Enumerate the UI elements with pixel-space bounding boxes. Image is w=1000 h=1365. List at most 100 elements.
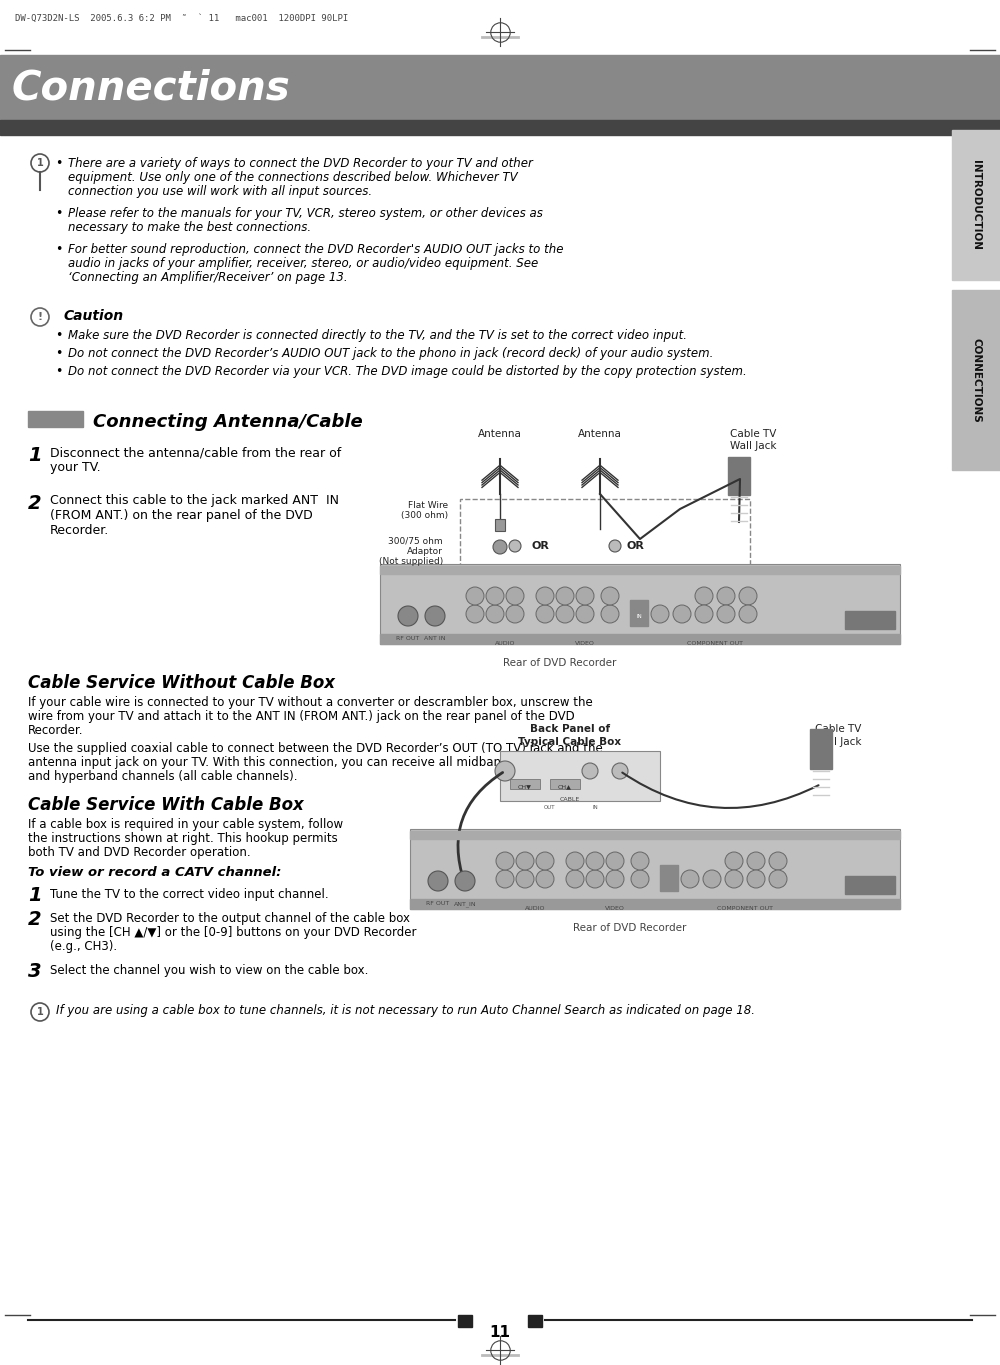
Circle shape xyxy=(466,605,484,622)
Circle shape xyxy=(725,870,743,889)
Circle shape xyxy=(769,870,787,889)
Text: Typical Cable Box: Typical Cable Box xyxy=(518,737,622,747)
Bar xyxy=(810,729,832,768)
Text: CABLE: CABLE xyxy=(560,797,580,803)
Circle shape xyxy=(606,852,624,870)
Text: Cable Service With Cable Box: Cable Service With Cable Box xyxy=(28,796,304,814)
Text: Antenna: Antenna xyxy=(478,429,522,440)
Bar xyxy=(0,120,1000,135)
Circle shape xyxy=(556,587,574,605)
Text: Do not connect the DVD Recorder’s AUDIO OUT jack to the phono in jack (record de: Do not connect the DVD Recorder’s AUDIO … xyxy=(68,347,713,360)
Text: RF OUT: RF OUT xyxy=(426,901,450,906)
Text: DW-Q73D2N-LS  2005.6.3 6:2 PM  ˜  ` 11   mac001  1200DPI 90LPI: DW-Q73D2N-LS 2005.6.3 6:2 PM ˜ ` 11 mac0… xyxy=(15,14,348,23)
Text: connection you use will work with all input sources.: connection you use will work with all in… xyxy=(68,186,372,198)
Circle shape xyxy=(576,605,594,622)
Bar xyxy=(952,289,1000,470)
Circle shape xyxy=(495,762,515,781)
Text: Flat Wire: Flat Wire xyxy=(408,501,448,511)
Text: Select the channel you wish to view on the cable box.: Select the channel you wish to view on t… xyxy=(50,964,368,977)
Text: Cable TV: Cable TV xyxy=(815,723,861,734)
Circle shape xyxy=(695,587,713,605)
Bar xyxy=(380,633,900,644)
Circle shape xyxy=(747,852,765,870)
Text: antenna input jack on your TV. With this connection, you can receive all midband: antenna input jack on your TV. With this… xyxy=(28,756,583,768)
Text: ANT IN: ANT IN xyxy=(424,636,446,642)
Text: (300 ohm): (300 ohm) xyxy=(401,511,448,520)
Text: Make sure the DVD Recorder is connected directly to the TV, and the TV is set to: Make sure the DVD Recorder is connected … xyxy=(68,329,687,343)
Text: Connections: Connections xyxy=(12,68,291,108)
Bar xyxy=(528,1314,542,1327)
Text: To view or record a CATV channel:: To view or record a CATV channel: xyxy=(28,865,281,879)
Circle shape xyxy=(455,871,475,891)
Circle shape xyxy=(681,870,699,889)
Circle shape xyxy=(466,587,484,605)
Circle shape xyxy=(586,870,604,889)
Text: equipment. Use only one of the connections described below. Whichever TV: equipment. Use only one of the connectio… xyxy=(68,171,518,184)
Text: necessary to make the best connections.: necessary to make the best connections. xyxy=(68,221,311,233)
Text: (Not supplied): (Not supplied) xyxy=(379,557,443,566)
Text: Tune the TV to the correct video input channel.: Tune the TV to the correct video input c… xyxy=(50,889,329,901)
Text: 1: 1 xyxy=(28,446,42,465)
Text: CH▼: CH▼ xyxy=(518,784,532,789)
Text: •: • xyxy=(55,329,62,343)
Circle shape xyxy=(717,605,735,622)
Bar xyxy=(510,779,540,789)
Text: If you are using a cable box to tune channels, it is not necessary to run Auto C: If you are using a cable box to tune cha… xyxy=(56,1005,755,1017)
Circle shape xyxy=(609,541,621,551)
Text: ANT_IN: ANT_IN xyxy=(454,901,476,906)
Circle shape xyxy=(612,763,628,779)
Bar xyxy=(410,829,900,909)
Text: AUDIO: AUDIO xyxy=(525,906,545,910)
Text: OR: OR xyxy=(531,541,549,551)
Circle shape xyxy=(586,852,604,870)
Text: •: • xyxy=(55,243,62,257)
Text: Disconnect the antenna/cable from the rear of: Disconnect the antenna/cable from the re… xyxy=(50,446,341,459)
Circle shape xyxy=(576,587,594,605)
Circle shape xyxy=(769,852,787,870)
Circle shape xyxy=(425,606,445,627)
Text: Recorder.: Recorder. xyxy=(50,524,109,536)
Text: 300/75 ohm: 300/75 ohm xyxy=(388,536,443,546)
Bar xyxy=(845,612,895,629)
Text: •: • xyxy=(55,207,62,220)
Bar xyxy=(410,900,900,909)
Text: Antenna: Antenna xyxy=(578,429,622,440)
Text: Wall Jack: Wall Jack xyxy=(730,441,776,450)
Text: Back Panel of: Back Panel of xyxy=(530,723,610,734)
Text: VIDEO: VIDEO xyxy=(575,642,595,646)
Text: audio in jacks of your amplifier, receiver, stereo, or audio/video equipment. Se: audio in jacks of your amplifier, receiv… xyxy=(68,257,538,270)
Text: Please refer to the manuals for your TV, VCR, stereo system, or other devices as: Please refer to the manuals for your TV,… xyxy=(68,207,543,220)
Text: AUDIO: AUDIO xyxy=(495,642,515,646)
Bar xyxy=(0,0,1000,55)
Text: (FROM ANT.) on the rear panel of the DVD: (FROM ANT.) on the rear panel of the DVD xyxy=(50,509,313,521)
Bar xyxy=(630,601,648,627)
Circle shape xyxy=(496,852,514,870)
Bar xyxy=(550,779,580,789)
Text: (e.g., CH3).: (e.g., CH3). xyxy=(50,940,117,953)
Text: VIDEO: VIDEO xyxy=(605,906,625,910)
Text: IN: IN xyxy=(592,805,598,809)
Circle shape xyxy=(606,870,624,889)
Circle shape xyxy=(601,587,619,605)
Circle shape xyxy=(493,541,507,554)
Circle shape xyxy=(496,870,514,889)
Text: OUT: OUT xyxy=(544,805,556,809)
Circle shape xyxy=(486,605,504,622)
Circle shape xyxy=(506,587,524,605)
Bar xyxy=(845,876,895,894)
Circle shape xyxy=(695,605,713,622)
Text: COMPONENT OUT: COMPONENT OUT xyxy=(687,642,743,646)
Circle shape xyxy=(398,606,418,627)
Text: •: • xyxy=(55,364,62,378)
Text: !: ! xyxy=(37,313,43,322)
Circle shape xyxy=(566,852,584,870)
Circle shape xyxy=(536,870,554,889)
Circle shape xyxy=(725,852,743,870)
Text: wire from your TV and attach it to the ANT IN (FROM ANT.) jack on the rear panel: wire from your TV and attach it to the A… xyxy=(28,710,575,723)
Text: Adaptor: Adaptor xyxy=(407,547,443,556)
Text: and hyperband channels (all cable channels).: and hyperband channels (all cable channe… xyxy=(28,770,298,784)
Text: IN: IN xyxy=(636,614,642,618)
Circle shape xyxy=(739,587,757,605)
Text: using the [CH ▲/▼] or the [0-9] buttons on your DVD Recorder: using the [CH ▲/▼] or the [0-9] buttons … xyxy=(50,925,416,939)
Text: There are a variety of ways to connect the DVD Recorder to your TV and other: There are a variety of ways to connect t… xyxy=(68,157,533,171)
